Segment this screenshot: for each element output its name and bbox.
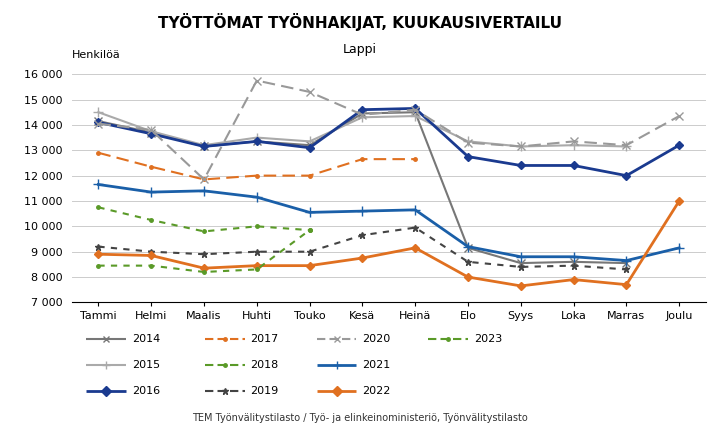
Text: TYÖTTÖMAT TYÖNHAKIJAT, KUUKAUSIVERTAILU: TYÖTTÖMAT TYÖNHAKIJAT, KUUKAUSIVERTAILU (158, 13, 562, 31)
Text: 2017: 2017 (251, 334, 279, 344)
Text: 2020: 2020 (362, 334, 390, 344)
Text: 2018: 2018 (251, 360, 279, 370)
Text: 2019: 2019 (251, 386, 279, 396)
Text: 2014: 2014 (132, 334, 160, 344)
Text: Henkilöä: Henkilöä (72, 50, 121, 60)
Text: 2023: 2023 (474, 334, 502, 344)
Text: 2016: 2016 (132, 386, 160, 396)
Text: 2022: 2022 (362, 386, 390, 396)
Text: 2015: 2015 (132, 360, 160, 370)
Text: 2021: 2021 (362, 360, 390, 370)
Text: Lappi: Lappi (343, 43, 377, 56)
Text: TEM Työnvälitystilasto / Työ- ja elinkeinoministeriö, Työnvälitystilasto: TEM Työnvälitystilasto / Työ- ja elinkei… (192, 413, 528, 423)
